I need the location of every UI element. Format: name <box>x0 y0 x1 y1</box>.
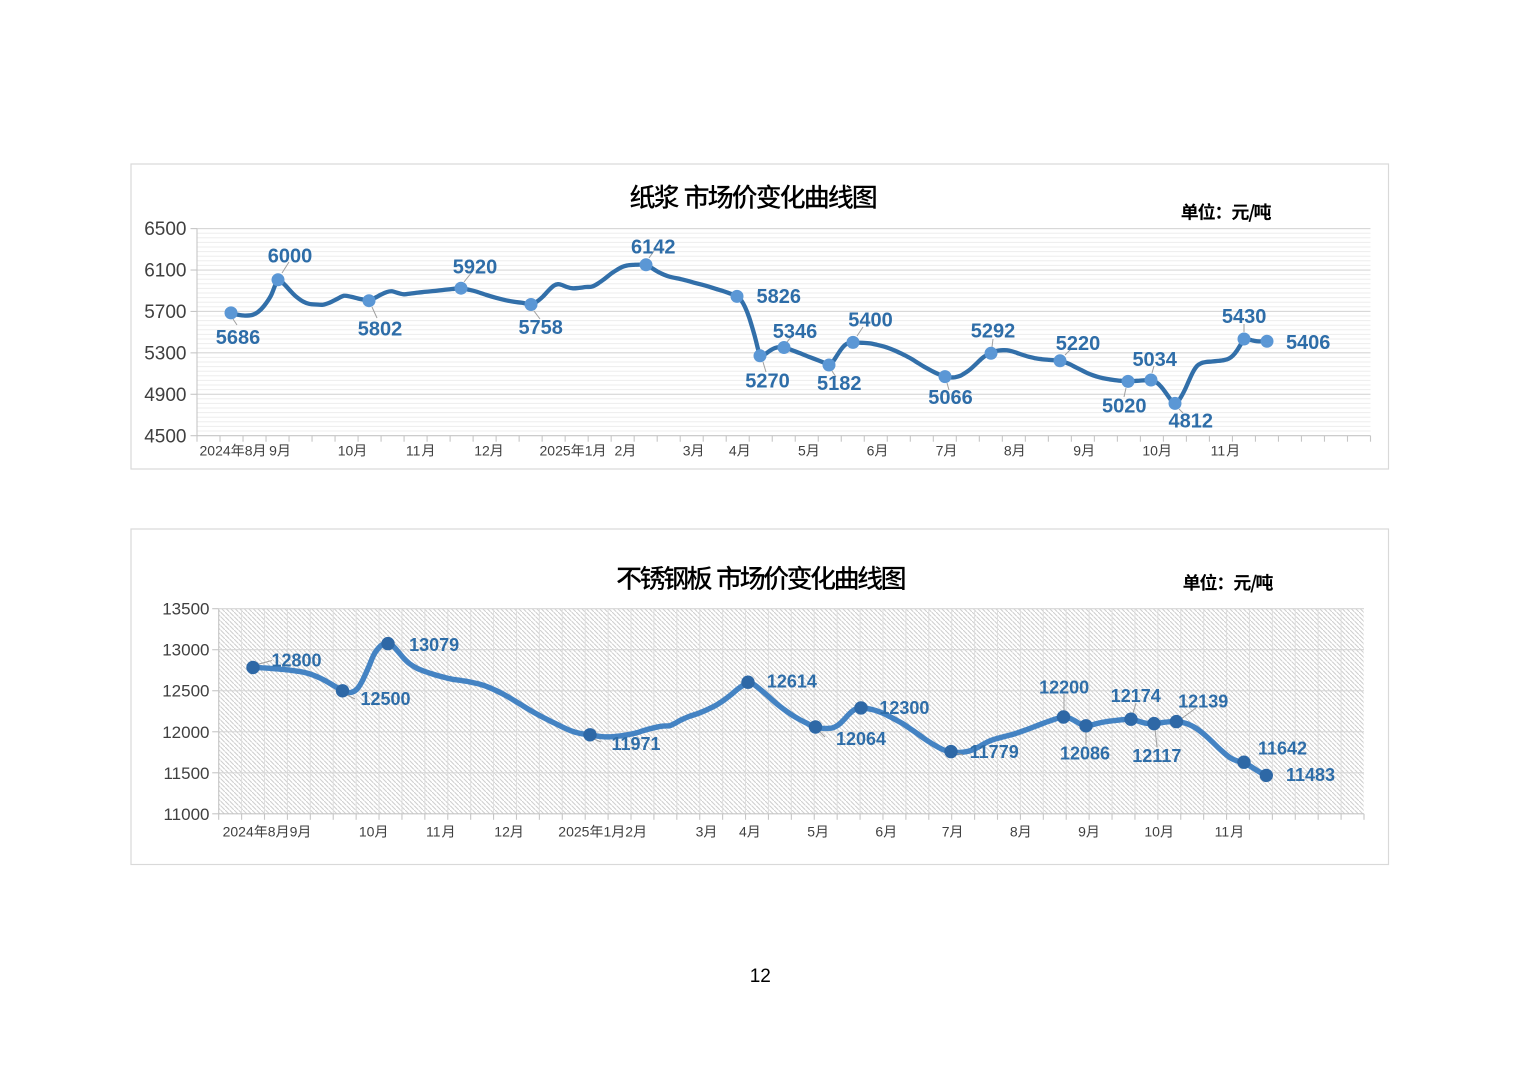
svg-text:12174: 12174 <box>1111 686 1161 706</box>
svg-text:2025: 2025 <box>540 442 571 458</box>
svg-text:5220: 5220 <box>1056 333 1101 355</box>
svg-text:2: 2 <box>625 824 633 840</box>
svg-text:11642: 11642 <box>1258 739 1307 759</box>
svg-text:5270: 5270 <box>745 371 790 393</box>
svg-text:5758: 5758 <box>518 317 563 339</box>
svg-text:5346: 5346 <box>773 321 818 343</box>
svg-text:2: 2 <box>615 442 623 458</box>
svg-text:5700: 5700 <box>144 302 186 323</box>
svg-text:8: 8 <box>268 824 276 840</box>
svg-text:6142: 6142 <box>631 236 676 258</box>
svg-text:6100: 6100 <box>144 261 186 282</box>
svg-text:11500: 11500 <box>163 764 209 783</box>
svg-text:2024: 2024 <box>200 442 231 458</box>
svg-text:5020: 5020 <box>1102 396 1147 418</box>
svg-text:5826: 5826 <box>757 286 802 308</box>
svg-text:6000: 6000 <box>268 246 313 268</box>
svg-text:7: 7 <box>936 442 944 458</box>
svg-text:5: 5 <box>798 442 806 458</box>
svg-text:12064: 12064 <box>836 729 886 749</box>
svg-text:8: 8 <box>1004 442 1012 458</box>
svg-text:5034: 5034 <box>1132 349 1177 371</box>
svg-text:4500: 4500 <box>144 426 186 447</box>
svg-text:11: 11 <box>1211 442 1226 458</box>
svg-text:10: 10 <box>359 824 375 840</box>
svg-text:10: 10 <box>1142 442 1158 458</box>
svg-text:12: 12 <box>494 824 510 840</box>
svg-text:4900: 4900 <box>144 385 186 406</box>
svg-text:2024: 2024 <box>223 824 254 840</box>
svg-text:12139: 12139 <box>1178 691 1228 711</box>
svg-text:3: 3 <box>683 442 691 458</box>
svg-text:5: 5 <box>807 824 815 840</box>
svg-text:8: 8 <box>245 442 253 458</box>
svg-text:12200: 12200 <box>1039 677 1089 697</box>
svg-text:5300: 5300 <box>144 344 186 365</box>
svg-text:5182: 5182 <box>817 373 862 395</box>
svg-text:5066: 5066 <box>928 387 973 409</box>
svg-text:12117: 12117 <box>1132 746 1181 766</box>
svg-text:6: 6 <box>875 824 883 840</box>
svg-text:1: 1 <box>585 442 593 458</box>
svg-text:5920: 5920 <box>453 256 498 278</box>
svg-text:11483: 11483 <box>1286 765 1335 785</box>
svg-text:8: 8 <box>1010 824 1018 840</box>
svg-text:5406: 5406 <box>1286 332 1331 354</box>
svg-text:11: 11 <box>426 824 441 840</box>
svg-text:12: 12 <box>750 966 771 987</box>
svg-text:5400: 5400 <box>848 309 893 331</box>
svg-text:11971: 11971 <box>611 734 660 754</box>
svg-text:10: 10 <box>1144 824 1160 840</box>
svg-text:11: 11 <box>406 442 421 458</box>
svg-text:13079: 13079 <box>409 635 459 655</box>
svg-text:12500: 12500 <box>360 689 410 709</box>
svg-text:13000: 13000 <box>162 641 209 660</box>
svg-text:4: 4 <box>739 824 747 840</box>
svg-text:5802: 5802 <box>358 319 403 341</box>
svg-text:10: 10 <box>338 442 354 458</box>
svg-text:4812: 4812 <box>1169 411 1214 433</box>
svg-text:5430: 5430 <box>1222 306 1267 328</box>
svg-text:11: 11 <box>1215 824 1230 840</box>
svg-text:12000: 12000 <box>162 723 209 742</box>
svg-text:9: 9 <box>290 824 298 840</box>
svg-text:4: 4 <box>729 442 737 458</box>
svg-text:12614: 12614 <box>767 672 817 692</box>
svg-text:11000: 11000 <box>163 805 209 824</box>
svg-text:3: 3 <box>696 824 704 840</box>
svg-text:11779: 11779 <box>970 742 1019 762</box>
svg-text:7: 7 <box>942 824 950 840</box>
svg-text:5686: 5686 <box>216 327 261 349</box>
svg-text:2025: 2025 <box>558 824 589 840</box>
svg-text:12: 12 <box>474 442 490 458</box>
svg-text:12800: 12800 <box>271 650 321 670</box>
svg-text:13500: 13500 <box>162 600 209 619</box>
svg-text:6500: 6500 <box>144 219 186 240</box>
svg-text:5292: 5292 <box>971 321 1016 343</box>
svg-text:9: 9 <box>269 442 277 458</box>
svg-text:12500: 12500 <box>162 682 209 701</box>
svg-text:1: 1 <box>604 824 612 840</box>
svg-text:9: 9 <box>1078 824 1086 840</box>
svg-text:6: 6 <box>867 442 875 458</box>
svg-text:9: 9 <box>1073 442 1081 458</box>
svg-text:12300: 12300 <box>879 698 929 718</box>
svg-text:12086: 12086 <box>1060 744 1110 764</box>
